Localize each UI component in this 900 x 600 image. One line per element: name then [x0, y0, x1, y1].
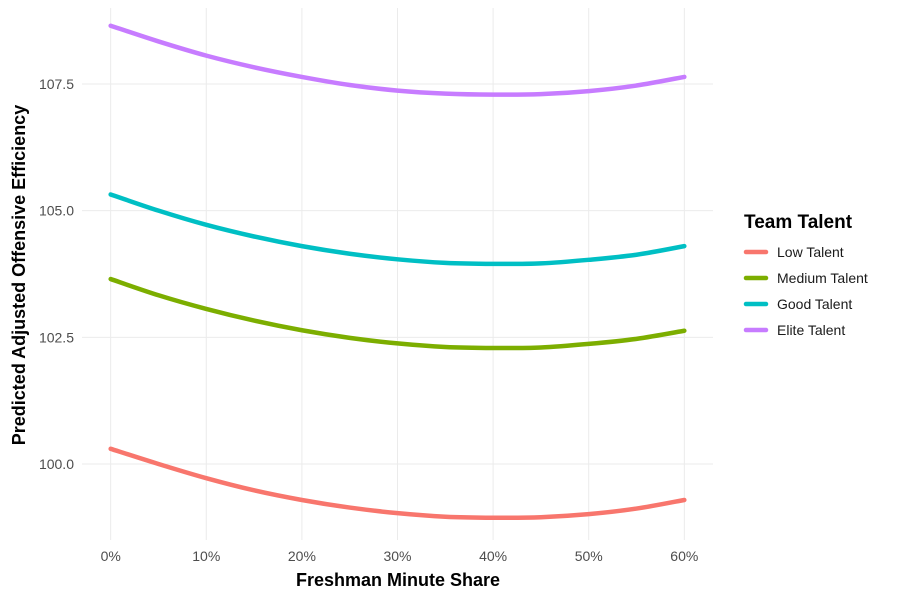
x-tick-label: 10% [192, 548, 220, 564]
grid [82, 8, 713, 540]
x-tick-label: 60% [670, 548, 698, 564]
series-lines [108, 23, 687, 520]
series-line-medium-talent [108, 276, 687, 351]
legend-label-low-talent: Low Talent [777, 244, 844, 260]
x-tick-label: 0% [101, 548, 121, 564]
legend-item-medium-talent: Medium Talent [743, 270, 868, 286]
y-axis-ticks: 100.0 102.5 105.0 107.5 [39, 76, 74, 472]
series-line-elite-talent [108, 23, 687, 97]
legend-item-low-talent: Low Talent [743, 244, 844, 260]
x-axis-ticks: 0% 10% 20% 30% 40% 50% 60% [101, 548, 699, 564]
legend-label-medium-talent: Medium Talent [777, 270, 868, 286]
series-line-low-talent [108, 446, 687, 520]
x-tick-label: 40% [479, 548, 507, 564]
y-tick-label: 105.0 [39, 203, 74, 219]
x-tick-label: 50% [575, 548, 603, 564]
y-tick-label: 100.0 [39, 456, 74, 472]
series-line-good-talent [108, 192, 687, 267]
y-tick-label: 102.5 [39, 329, 74, 345]
legend: Team Talent Low Talent Medium Talent Good … [743, 212, 868, 338]
legend-title: Team Talent [744, 212, 853, 233]
y-tick-label: 107.5 [39, 76, 74, 92]
legend-items: Low Talent Medium Talent Good Talent Elite … [743, 244, 868, 338]
legend-item-elite-talent: Elite Talent [743, 322, 845, 338]
legend-item-good-talent: Good Talent [743, 296, 852, 312]
x-axis-title: Freshman Minute Share [296, 570, 500, 590]
x-tick-label: 20% [288, 548, 316, 564]
legend-label-elite-talent: Elite Talent [777, 322, 845, 338]
x-tick-label: 30% [383, 548, 411, 564]
legend-label-good-talent: Good Talent [777, 296, 852, 312]
y-axis-title: Predicted Adjusted Offensive Efficiency [9, 105, 29, 445]
